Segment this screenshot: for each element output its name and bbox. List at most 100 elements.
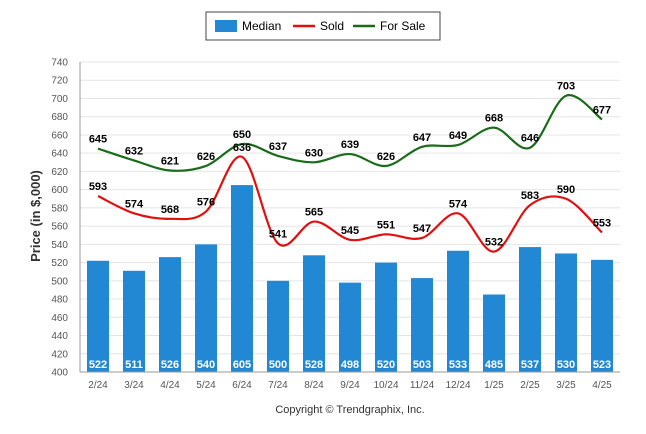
median-bar: [483, 294, 505, 372]
median-bar: [411, 278, 433, 372]
median-bar-label: 540: [197, 359, 215, 371]
sold-point-label: 545: [341, 225, 359, 237]
median-bar-label: 530: [557, 359, 575, 371]
sold-point-label: 574: [449, 198, 468, 210]
for-sale-line: [97, 94, 603, 172]
sold-point-label: 568: [161, 204, 179, 216]
y-tick-label: 460: [51, 313, 68, 324]
sold-point-label: 583: [521, 190, 539, 202]
x-tick-label: 9/24: [340, 380, 360, 391]
x-tick-label: 7/24: [268, 380, 288, 391]
sold-point-label: 574: [125, 198, 144, 210]
median-bar-label: 533: [449, 359, 467, 371]
y-axis-title: Price (in $,000): [28, 170, 43, 262]
median-bar: [195, 244, 217, 372]
y-tick-label: 700: [51, 94, 68, 105]
median-bar: [303, 255, 325, 372]
sold-point-label: 532: [485, 237, 503, 249]
for-sale-point-label: 626: [197, 151, 215, 163]
y-tick-label: 640: [51, 149, 68, 160]
x-tick-label: 3/24: [124, 380, 144, 391]
median-bar-label: 526: [161, 359, 179, 371]
y-tick-label: 660: [51, 130, 68, 141]
y-tick-label: 720: [51, 76, 68, 87]
x-tick-label: 11/24: [410, 380, 435, 391]
for-sale-point-label: 668: [485, 113, 503, 125]
x-axis: 2/24 3/24 4/24 5/24 6/24 7/24 8/24 9/24 10/24 11/…: [80, 371, 620, 391]
median-bar-label: 605: [233, 359, 251, 371]
for-sale-point-label: 650: [233, 129, 251, 141]
y-tick-label: 560: [51, 222, 68, 233]
sold-point-label: 547: [413, 223, 431, 235]
for-sale-point-label: 630: [305, 147, 323, 159]
median-bar-label: 522: [89, 359, 107, 371]
sold-point-label: 576: [197, 197, 215, 209]
median-bar-label: 511: [125, 359, 143, 371]
legend-box: [205, 11, 441, 41]
median-bar-label: 503: [413, 359, 431, 371]
median-bar: [339, 282, 361, 372]
median-bars: [87, 185, 613, 372]
legend-swatch-median: [215, 20, 237, 32]
legend-label-for-sale: For Sale: [380, 19, 426, 33]
y-tick-label: 440: [51, 331, 68, 342]
median-bar: [375, 262, 397, 372]
sold-point-label: 565: [305, 207, 323, 219]
median-bar-label: 485: [485, 359, 503, 371]
for-sale-point-label: 637: [269, 141, 287, 153]
x-tick-label: 1/25: [484, 380, 504, 391]
sold-point-label: 541: [269, 228, 287, 240]
y-axis: 400 420 440 460 480 500 520 540 560 580 600 620 640 6…: [51, 58, 81, 379]
median-bar: [87, 260, 109, 372]
x-tick-label: 5/24: [196, 380, 216, 391]
y-tick-label: 520: [51, 258, 68, 269]
x-tick-label: 2/25: [520, 380, 540, 391]
y-tick-label: 580: [51, 203, 68, 214]
x-tick-label: 4/25: [592, 380, 612, 391]
x-tick-label: 8/24: [304, 380, 324, 391]
x-tick-label: 4/24: [160, 380, 180, 391]
sold-line: [97, 155, 603, 253]
for-sale-point-label: 647: [413, 132, 431, 144]
median-bar: [447, 250, 469, 372]
median-bar-label: 523: [593, 359, 611, 371]
copyright-credit: Copyright © Trendgraphix, Inc.: [275, 404, 424, 416]
y-tick-label: 500: [51, 276, 68, 287]
median-bar: [231, 185, 253, 372]
median-bar: [555, 253, 577, 372]
median-bar: [519, 247, 541, 372]
for-sale-point-label: 649: [449, 130, 467, 142]
legend-label-median: Median: [242, 19, 281, 33]
for-sale-point-label: 621: [161, 156, 179, 168]
median-bar-label: 500: [269, 359, 287, 371]
trend-lines: [97, 94, 603, 253]
y-tick-label: 420: [51, 349, 68, 360]
y-tick-label: 480: [51, 295, 68, 306]
y-tick-label: 740: [51, 58, 68, 69]
median-bar-label: 528: [305, 359, 323, 371]
y-tick-label: 680: [51, 112, 68, 123]
for-sale-point-label: 646: [521, 133, 539, 145]
for-sale-point-label: 677: [593, 104, 611, 116]
for-sale-point-label: 645: [89, 134, 107, 146]
legend-label-sold: Sold: [320, 19, 344, 33]
y-tick-label: 400: [51, 368, 68, 379]
for-sale-point-label: 639: [341, 139, 359, 151]
median-bar: [591, 259, 613, 372]
x-tick-label: 2/24: [88, 380, 108, 391]
median-bar-label: 537: [521, 359, 539, 371]
median-bar-label: 520: [377, 359, 395, 371]
x-tick-label: 10/24: [373, 380, 398, 391]
median-bar: [123, 270, 145, 372]
sold-point-label: 553: [593, 218, 611, 230]
sold-point-label: 636: [233, 142, 251, 154]
median-bar-label: 498: [341, 359, 359, 371]
x-tick-label: 6/24: [232, 380, 252, 391]
data-labels: 522 511 526 540 605 500 528 498 520 503 533 485 537 5…: [89, 81, 611, 371]
for-sale-point-label: 626: [377, 151, 395, 163]
x-tick-label: 3/25: [556, 380, 576, 391]
x-tick-label: 12/24: [445, 380, 470, 391]
sold-point-label: 593: [89, 181, 107, 193]
sold-point-label: 590: [557, 184, 575, 196]
